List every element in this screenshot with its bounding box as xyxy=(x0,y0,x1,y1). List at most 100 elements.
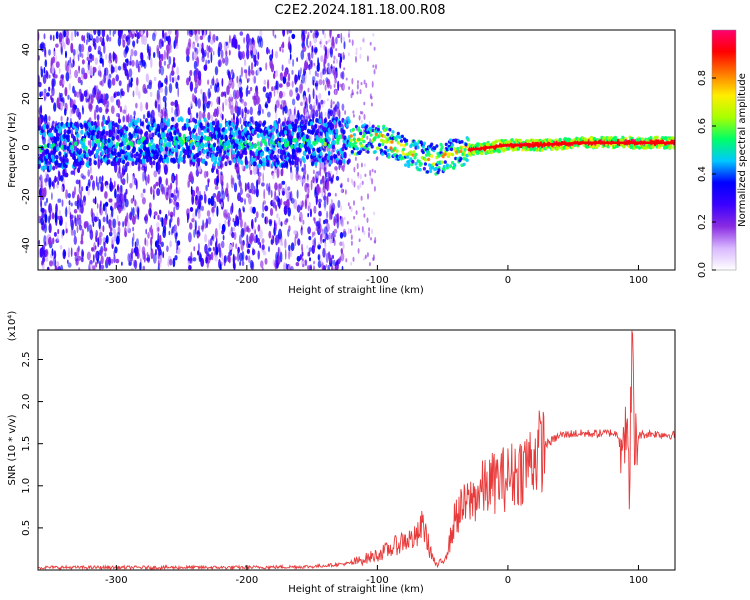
spectrogram-noise-cell xyxy=(272,30,275,37)
spectrogram-ridge-cell xyxy=(65,158,69,163)
spectrogram-noise-cell xyxy=(63,250,67,257)
spectrogram-ridge-cell xyxy=(441,154,445,159)
spectrogram-noise-cell xyxy=(38,116,42,128)
spectrogram-noise-cell xyxy=(306,112,309,117)
spectrogram-ridge-cell xyxy=(224,128,228,134)
spectrogram-noise-cell xyxy=(189,222,193,230)
spectrogram-ridge-cell xyxy=(414,162,418,166)
spectrogram-noise-cell xyxy=(128,261,132,266)
spectrogram-noise-cell xyxy=(221,113,224,121)
spectrogram-ridge-cell xyxy=(637,146,642,150)
spectrogram-noise-cell xyxy=(164,101,167,109)
spectrogram-ridge-cell xyxy=(421,145,425,149)
spectrogram-noise-cell xyxy=(320,258,323,265)
spectrogram-ridge-cell xyxy=(345,122,349,128)
spectrogram-noise-cell xyxy=(101,30,106,38)
spectrogram-noise-cell xyxy=(232,112,235,121)
spectrogram-noise-cell xyxy=(282,107,285,116)
spectrogram-noise-cell xyxy=(58,67,61,74)
spectrogram-ridge-cell xyxy=(540,148,545,152)
spectrogram-noise-cell xyxy=(193,52,198,59)
spectrogram-ridge-cell xyxy=(360,144,364,148)
spectrogram-noise-cell xyxy=(77,76,82,84)
spectrogram-noise-cell xyxy=(374,170,377,174)
spectrogram-ridge-cell xyxy=(132,146,136,152)
spectrogram-ridge-cell xyxy=(45,124,50,130)
spectrogram-noise-cell xyxy=(118,167,121,174)
spectrogram-ridge-cell xyxy=(260,151,265,157)
spectrogram-noise-cell xyxy=(359,110,362,115)
spectrogram-ridge-cell xyxy=(200,131,204,137)
spectrogram-noise-cell xyxy=(312,32,315,39)
y-tick-label: 0 xyxy=(21,144,32,150)
spectrogram-noise-cell xyxy=(284,238,287,249)
spectrogram-noise-cell xyxy=(228,100,231,110)
spectrogram-noise-cell xyxy=(287,73,291,82)
spectrogram-noise-cell xyxy=(316,85,318,92)
spectrogram-ridge-cell xyxy=(156,126,160,132)
spectrogram-noise-cell xyxy=(221,229,225,235)
spectrogram-ridge-cell xyxy=(655,135,659,140)
spectrogram-noise-cell xyxy=(261,212,265,218)
spectrogram-noise-cell xyxy=(191,43,195,49)
spectrogram-noise-cell xyxy=(305,194,308,201)
spectrogram-noise-cell xyxy=(327,108,332,115)
spectrogram-noise-cell xyxy=(78,224,83,231)
spectrogram-ridge-cell xyxy=(269,124,273,130)
spectrogram-noise-cell xyxy=(297,112,300,121)
spectrogram-noise-cell xyxy=(71,62,73,69)
spectrogram-noise-cell xyxy=(230,177,234,189)
spectrogram-noise-cell xyxy=(197,42,199,48)
spectrogram-noise-cell xyxy=(333,228,338,234)
spectrogram-noise-cell xyxy=(262,251,267,256)
spectrogram-noise-cell xyxy=(307,45,310,49)
x-tick-label: 0 xyxy=(505,275,511,286)
spectrogram-noise-cell xyxy=(187,30,189,36)
spectrogram-ridge-cell xyxy=(89,125,93,131)
spectrogram-noise-cell xyxy=(323,199,327,210)
spectrogram-noise-cell xyxy=(116,235,120,240)
spectrogram-noise-cell xyxy=(332,259,336,267)
spectrogram-noise-cell xyxy=(365,82,368,89)
spectrogram-ridge-cell xyxy=(381,152,385,156)
spectrogram-noise-cell xyxy=(197,30,201,35)
spectrogram-noise-cell xyxy=(93,30,97,35)
spectrogram-ridge-cell xyxy=(130,153,134,158)
spectrogram-noise-cell xyxy=(132,215,136,225)
spectrogram-noise-cell xyxy=(330,201,333,206)
spectrogram-ridge-cell xyxy=(263,120,267,126)
spectrogram-ridge-cell xyxy=(347,158,351,164)
spectrogram-noise-cell xyxy=(246,248,250,254)
spectrogram-noise-cell xyxy=(162,251,165,259)
spectrogram-noise-cell xyxy=(137,214,140,220)
spectrogram-noise-cell xyxy=(137,161,140,172)
spectrogram-noise-cell xyxy=(76,214,79,222)
spectrogram-ridge-cell xyxy=(58,151,62,157)
spectrogram-noise-cell xyxy=(350,234,353,240)
spectrogram-noise-cell xyxy=(48,203,52,214)
spectrogram-ridge-cell xyxy=(365,124,369,128)
spectrogram-noise-cell xyxy=(52,51,57,56)
spectrogram-noise-cell xyxy=(141,197,146,205)
spectrogram-ridge-cell xyxy=(634,144,639,149)
spectrogram-noise-cell xyxy=(221,201,223,208)
spectrogram-noise-cell xyxy=(323,226,328,236)
spectrogram-noise-cell xyxy=(163,217,167,226)
spectrogram-ridge-cell xyxy=(405,138,409,143)
spectrogram-noise-cell xyxy=(321,188,324,198)
spectrogram-ridge-cell xyxy=(439,142,443,147)
spectrogram-noise-cell xyxy=(219,159,223,170)
spectrogram-noise-cell xyxy=(48,177,52,188)
spectrogram-ridge-cell xyxy=(74,121,78,127)
spectrogram-noise-cell xyxy=(281,187,286,196)
spectrogram-noise-cell xyxy=(308,115,311,119)
spectrogram-ridge-cell xyxy=(464,142,468,147)
spectrogram-ridge-cell xyxy=(390,140,394,144)
spectrogram-noise-cell xyxy=(216,205,219,217)
spectrogram-noise-cell xyxy=(309,208,312,218)
spectrogram-ridge-cell xyxy=(52,165,56,171)
spectrogram-noise-cell xyxy=(136,248,139,259)
spectrogram-noise-cell xyxy=(59,79,62,87)
spectrogram-noise-cell xyxy=(329,30,332,33)
spectrogram-noise-cell xyxy=(100,247,103,256)
